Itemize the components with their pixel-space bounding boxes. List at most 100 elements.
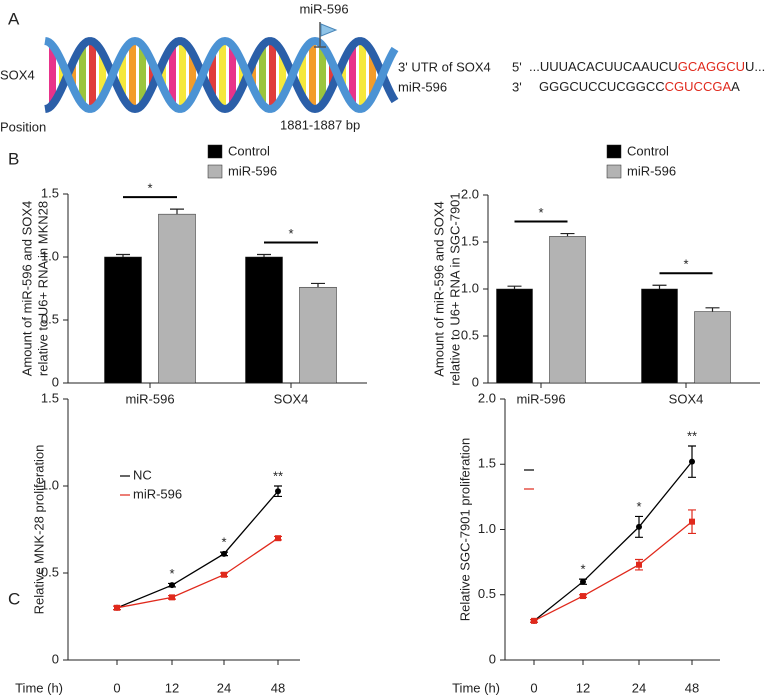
marker <box>275 488 281 495</box>
base-pair <box>209 54 216 96</box>
marker <box>636 561 642 568</box>
y-tick-label: 1.0 <box>41 248 59 263</box>
mirna-end: 3' <box>512 79 522 94</box>
x-tick-label: miR-596 <box>125 391 174 406</box>
base-pair <box>319 44 326 106</box>
marker <box>169 594 175 601</box>
base-pair <box>99 52 106 98</box>
significance: * <box>288 226 293 241</box>
marker-label: miR-596 <box>299 1 348 16</box>
base-pair <box>359 41 366 109</box>
y-tick-label: 0.5 <box>41 564 59 579</box>
panel-label: A <box>8 9 20 28</box>
x-tick-label: 48 <box>271 680 285 695</box>
seq: GGGCUCCUCGGCC <box>539 79 665 94</box>
legend-label: miR-596 <box>228 163 277 178</box>
utr-end: 5' <box>512 59 522 74</box>
panel-label: B <box>8 149 19 168</box>
mirna-label: miR-596 <box>398 79 447 94</box>
y-tick-label: 1.0 <box>41 477 59 492</box>
y-axis-title: Amount of miR-596 and SOX4 <box>431 201 446 377</box>
x-axis-title: Time (h) <box>452 680 500 695</box>
base-pair <box>279 52 286 98</box>
base-pair <box>169 46 176 104</box>
base-pair <box>89 41 96 109</box>
legend-label: miR-596 <box>133 486 182 501</box>
significance: * <box>538 205 543 220</box>
y-tick-label: 0.5 <box>41 311 59 326</box>
legend-label: miR-596 <box>627 163 676 178</box>
bar <box>549 236 586 384</box>
significance: * <box>147 181 152 196</box>
y-tick-label: 0.5 <box>478 586 496 601</box>
y-tick-label: 1.5 <box>41 390 59 405</box>
bar <box>694 311 731 384</box>
significance: * <box>221 535 226 550</box>
marker-flag <box>320 23 338 37</box>
y-tick-label: 0 <box>52 374 59 389</box>
marker <box>221 550 227 557</box>
line <box>116 490 279 609</box>
marker <box>580 578 586 585</box>
significance: ** <box>273 468 283 483</box>
x-tick-label: 0 <box>530 680 537 695</box>
significance: * <box>169 566 174 581</box>
strand <box>44 36 399 113</box>
mirna-sequence: GGGCUCCUCGGCCCGUCCGAA <box>539 79 740 94</box>
base-pair <box>329 62 336 88</box>
position: 1881-1887 bp <box>280 117 360 132</box>
marker <box>636 523 642 530</box>
base-pair <box>239 62 246 88</box>
marker <box>169 582 175 589</box>
y-tick-label: 1.0 <box>478 521 496 536</box>
x-tick-label: SOX4 <box>274 391 309 406</box>
marker <box>580 593 586 600</box>
utr-sequence: ...UUUACACUUCAAUCUGCAGGCUU... <box>529 59 765 74</box>
y-tick-label: 1.5 <box>41 185 59 200</box>
base-pair <box>309 41 316 109</box>
base-pair <box>259 46 266 104</box>
base-pair <box>269 41 276 109</box>
significance: * <box>683 257 688 272</box>
y-axis-title: Relative SGC-7901 proliferation <box>457 438 472 622</box>
base-pair <box>159 64 166 86</box>
y-tick-label: 0 <box>489 651 496 666</box>
x-tick-label: 48 <box>685 680 699 695</box>
marker <box>689 518 695 525</box>
legend-swatch <box>207 144 223 159</box>
base-pair <box>69 64 76 86</box>
bar <box>245 256 283 384</box>
line <box>533 521 693 622</box>
base-pair <box>139 44 146 106</box>
marker <box>221 571 227 578</box>
seed: GCAGGCU <box>678 59 745 74</box>
base-pair <box>339 64 346 86</box>
base-pair <box>349 46 356 104</box>
base-pair <box>369 52 376 98</box>
bar <box>496 288 533 384</box>
x-tick-label: SOX4 <box>669 391 704 406</box>
base-pair <box>59 62 66 88</box>
significance: ** <box>687 428 697 443</box>
x-tick-label: miR-596 <box>516 391 565 406</box>
base-pair <box>79 46 86 104</box>
base-pair <box>149 62 156 88</box>
marker <box>531 617 537 624</box>
y-tick-label: 0 <box>52 651 59 666</box>
legend-label: Control <box>228 143 270 158</box>
base-pair <box>299 54 306 96</box>
x-tick-label: 12 <box>165 680 179 695</box>
seq: A <box>731 79 740 94</box>
base-pair <box>129 41 136 109</box>
y-axis-title: Amount of miR-596 and SOX4 <box>19 201 34 377</box>
legend-swatch <box>606 144 622 159</box>
significance: * <box>636 499 641 514</box>
gene-label: SOX4 <box>0 67 35 82</box>
legend-label: NC <box>133 467 152 482</box>
x-tick-label: 24 <box>217 680 231 695</box>
y-tick-label: 0.5 <box>461 327 479 342</box>
base-pair <box>189 52 196 98</box>
base-pair <box>249 64 256 86</box>
utr-label: 3' UTR of SOX4 <box>398 59 491 74</box>
